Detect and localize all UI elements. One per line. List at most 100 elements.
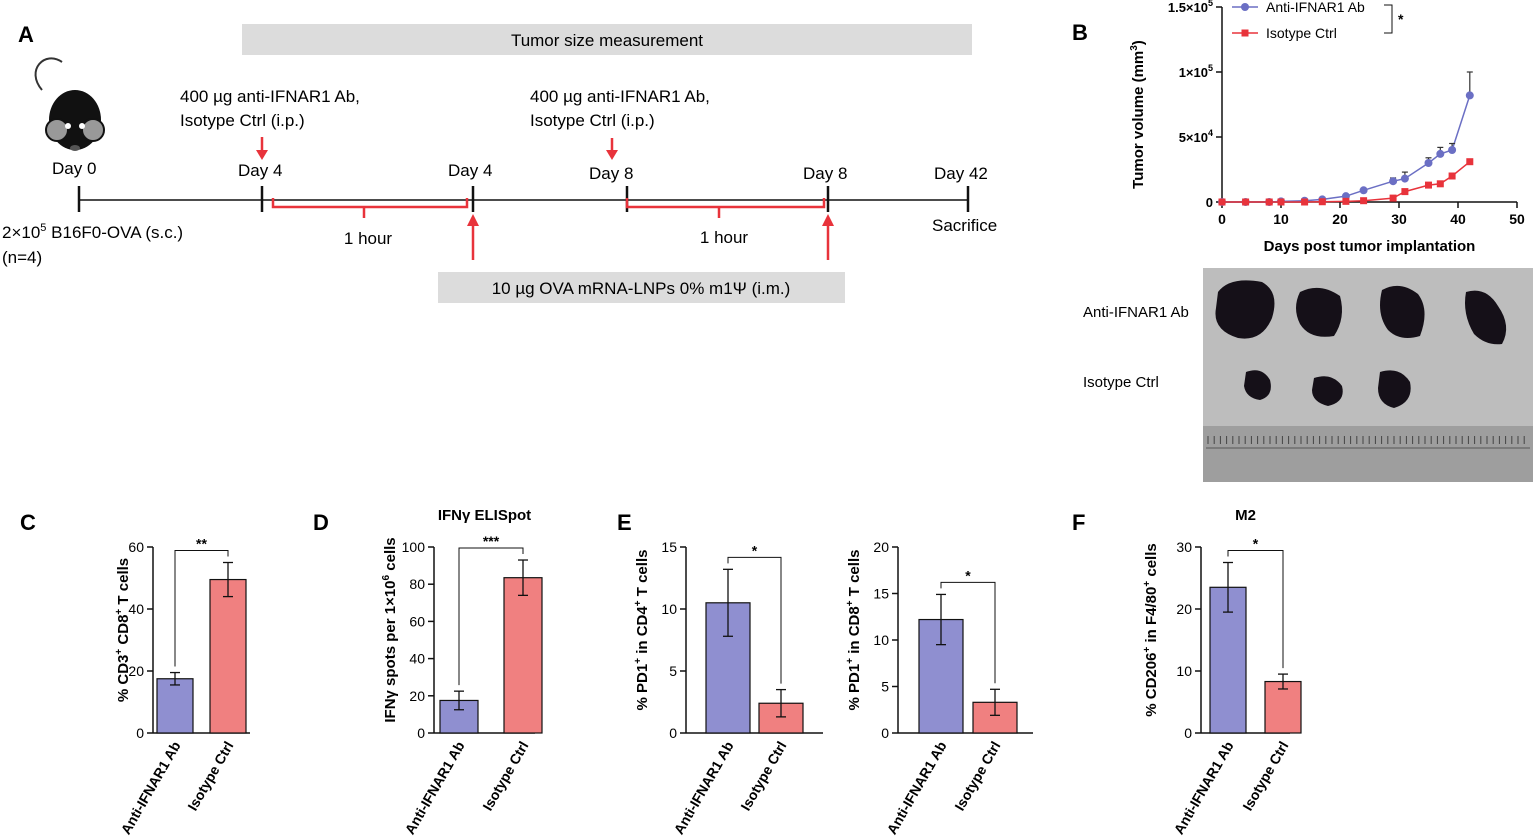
y-tick-label: 0	[1206, 195, 1213, 210]
y-axis-label: % PD1+ in CD4+ T cells	[633, 550, 651, 711]
implant-n-label: (n=4)	[2, 248, 42, 267]
category-label: Isotype Ctrl	[184, 739, 236, 814]
bar-anti-ifnar1	[156, 678, 194, 734]
y-tick-label: 0	[669, 725, 677, 741]
timeline-ticks	[77, 186, 970, 212]
x-axis-label: Days post tumor implantation	[1264, 238, 1476, 255]
y-axis-label: Tumor volume (mm3)	[1129, 40, 1147, 189]
significance-marker: *	[1253, 536, 1259, 552]
y-tick-label: 40	[128, 601, 144, 617]
y-tick-label: 20	[409, 688, 425, 704]
data-point	[1342, 197, 1350, 205]
y-tick-label: 1.5×105	[1168, 0, 1213, 15]
panel-label-d: D	[313, 510, 329, 535]
legend-marker-isotype	[1241, 29, 1249, 37]
y-tick-label: 10	[661, 601, 677, 617]
x-tick-label: 0	[1218, 211, 1226, 227]
significance-marker: *	[752, 542, 758, 558]
y-tick-label: 5×104	[1179, 128, 1213, 145]
legend-label-anti-ifnar1: Anti-IFNAR1 Ab	[1266, 0, 1365, 15]
y-tick-label: 10	[873, 632, 889, 648]
vaccine-arrows	[467, 214, 834, 260]
bar-isotype-ctrl	[209, 578, 247, 734]
ruler	[1203, 426, 1533, 482]
y-tick-label: 1×105	[1179, 63, 1213, 80]
day-label-1: Day 4	[238, 161, 282, 180]
ruler-ticks	[1207, 436, 1525, 444]
y-tick-label: 5	[669, 663, 677, 679]
pd1-cd8-bar-chart: 0 5 10 15 20 Anti-IFNAR1 Ab Isotype Ctrl * % PD1…	[845, 539, 1033, 837]
y-axis-label: % CD3+ CD8+ T cells	[114, 558, 132, 702]
panel-label-f: F	[1072, 510, 1085, 535]
sacrifice-label: Sacrifice	[932, 216, 997, 235]
photo-row-label-1: Anti-IFNAR1 Ab	[1083, 304, 1189, 321]
panel-label-e: E	[617, 510, 632, 535]
data-point	[1400, 174, 1409, 183]
y-tick-label: 15	[873, 586, 889, 602]
data-point	[1265, 198, 1273, 206]
mouse-icon	[34, 57, 105, 151]
y-tick-label: 100	[402, 539, 426, 555]
tumor-volume-chart: 0 10 20 30 40 50 0 5×104 1×105 1.5×105 Days post t…	[1129, 0, 1525, 255]
y-tick-label: 20	[128, 663, 144, 679]
measurement-bar	[242, 24, 972, 55]
x-tick-label: 50	[1509, 211, 1525, 227]
chart-title: M2	[1235, 507, 1256, 524]
pd1-cd4-bar-chart: 0 5 10 15 Anti-IFNAR1 Ab Isotype Ctrl * % PD1+ …	[633, 539, 823, 837]
category-label: Anti-IFNAR1 Ab	[884, 739, 950, 837]
m2-bar-chart: 0 10 20 30 Anti-IFNAR1 Ab Isotype Ctrl * M2 % CD…	[1142, 507, 1302, 837]
data-point	[1448, 146, 1457, 154]
data-point	[1359, 186, 1368, 195]
category-label: Anti-IFNAR1 Ab	[402, 739, 468, 837]
timeline-panel: Tumor size measurement Day 0 Day 4 Day 4…	[2, 24, 997, 303]
significance-bracket	[1227, 550, 1284, 669]
y-tick-label: 20	[873, 539, 889, 555]
y-tick-label: 10	[1176, 663, 1192, 679]
x-tick-label: 20	[1332, 211, 1348, 227]
y-tick-label: 0	[417, 725, 425, 741]
panel-label-a: A	[18, 22, 34, 47]
significance-bracket	[458, 547, 524, 686]
day-label-0: Day 0	[52, 159, 96, 178]
data-point	[1436, 149, 1445, 158]
data-point	[1389, 177, 1398, 186]
data-point	[1465, 91, 1474, 100]
bar-isotype-ctrl	[503, 577, 543, 734]
category-label: Isotype Ctrl	[1239, 739, 1291, 814]
day-label-4: Day 8	[803, 164, 847, 183]
day-label-5: Day 42	[934, 164, 988, 183]
y-axis-label: % PD1+ in CD8+ T cells	[845, 550, 863, 711]
data-point	[1360, 197, 1368, 205]
category-label: Isotype Ctrl	[737, 739, 789, 814]
data-point	[1436, 180, 1444, 188]
series-line-anti-ifnar1	[1222, 95, 1471, 203]
interval-label-1: 1 hour	[344, 229, 393, 248]
injection-arrows	[256, 137, 618, 160]
injection-label-2-line1: 400 µg anti-IFNAR1 Ab,	[530, 87, 710, 106]
elispot-bar-chart: 0 20 40 60 80 100 Anti-IFNAR1 Ab Isotype Ctrl **…	[381, 507, 543, 837]
y-axis-label: IFNγ spots per 1×106 cells	[381, 537, 399, 722]
y-tick-label: 80	[409, 576, 425, 592]
data-point	[1401, 188, 1409, 196]
measurement-bar-label: Tumor size measurement	[511, 31, 703, 50]
y-tick-label: 0	[1184, 725, 1192, 741]
category-label: Anti-IFNAR1 Ab	[1171, 739, 1237, 837]
significance-marker: *	[965, 567, 971, 583]
y-tick-label: 5	[881, 679, 889, 695]
x-tick-label: 40	[1450, 211, 1466, 227]
injection-label-1-line2: Isotype Ctrl (i.p.)	[180, 111, 305, 130]
data-point	[1424, 159, 1433, 167]
photo-row-label-2: Isotype Ctrl	[1083, 374, 1159, 391]
y-tick-label: 0	[881, 725, 889, 741]
category-label: Isotype Ctrl	[479, 739, 531, 814]
legend-significance-bracket	[1384, 4, 1393, 34]
legend-significance-marker: *	[1398, 11, 1404, 27]
category-label: Anti-IFNAR1 Ab	[118, 739, 184, 837]
data-point	[1218, 198, 1226, 206]
legend-label-isotype: Isotype Ctrl	[1266, 25, 1337, 41]
significance-marker: ***	[483, 533, 500, 549]
chart-title: IFNγ ELISpot	[438, 507, 531, 524]
vaccine-bar-label: 10 µg OVA mRNA-LNPs 0% m1Ψ (i.m.)	[492, 279, 791, 298]
tumor-photo: Anti-IFNAR1 Ab Isotype Ctrl	[1083, 268, 1533, 482]
